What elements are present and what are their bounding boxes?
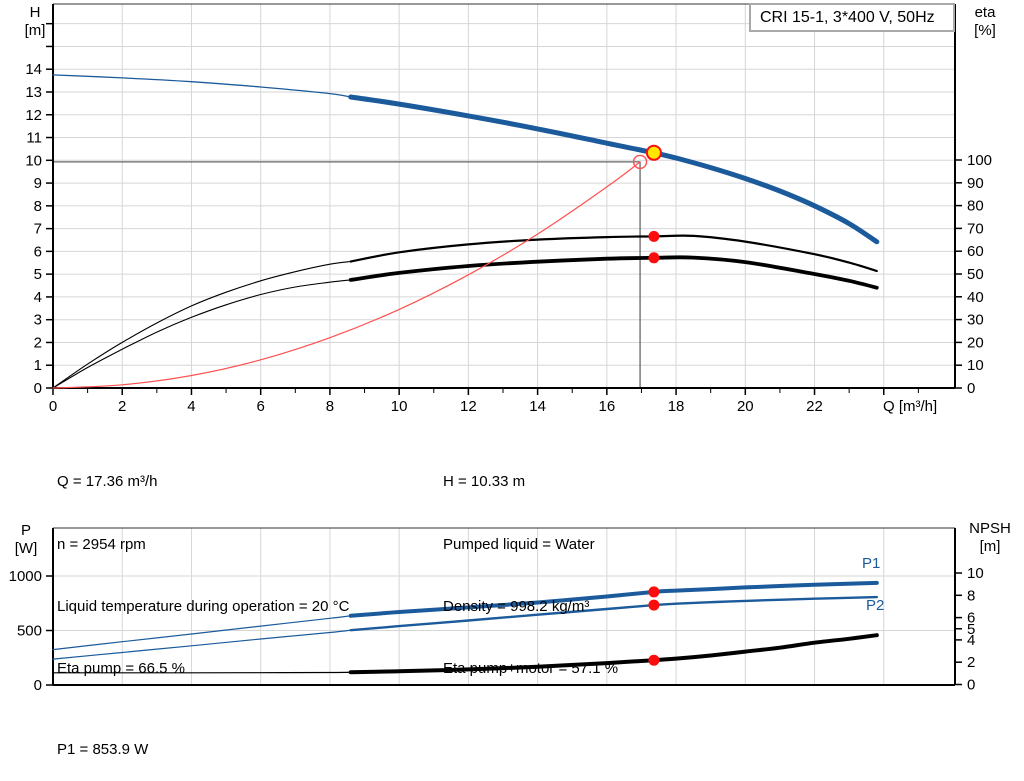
tick-label: 14 — [529, 398, 546, 415]
npsh-curve-thick — [348, 633, 879, 675]
tick-label: 90 — [967, 175, 984, 192]
tick-label: 22 — [806, 398, 823, 415]
tick-label: 70 — [967, 220, 984, 237]
p2-point-dot — [648, 599, 660, 611]
tick-label: 50 — [967, 266, 984, 283]
tick-label: 500 — [17, 623, 42, 640]
info-q: Q = 17.36 m³/h — [57, 473, 158, 491]
tick-label: 1000 — [9, 568, 42, 585]
pump-title-text: CRI 15-1, 3*400 V, 50Hz — [760, 9, 935, 26]
tick-label: 100 — [967, 152, 992, 169]
tick-label: 13 — [25, 84, 42, 101]
tick-label: 6 — [34, 243, 42, 260]
tick-label: 60 — [967, 243, 984, 260]
p1-curve-thin — [52, 615, 352, 651]
tick-label: 2 — [967, 654, 975, 671]
tick-label: 5 — [967, 621, 975, 638]
tick-label: 7 — [34, 221, 42, 238]
info-n: n = 2954 rpm — [57, 535, 146, 553]
info-density: Density = 998.2 kg/m³ — [443, 597, 590, 615]
tick-label: 0 — [967, 380, 975, 397]
tick-label: 10 — [391, 398, 408, 415]
tick-label: 6 — [967, 610, 975, 627]
tick-label: 9 — [34, 175, 42, 192]
head-curve-thin — [52, 74, 352, 98]
tick-label: 18 — [668, 398, 685, 415]
p2-curve-label: P2 — [866, 597, 885, 614]
eta-pump-curve-thick — [349, 234, 878, 273]
npsh-axis-label: NPSH [m] — [969, 520, 1011, 555]
tick-label: 1 — [34, 357, 42, 374]
operating-info-left: Q = 17.36 m³/h n = 2954 rpm Liquid tempe… — [57, 431, 349, 721]
tick-label: 11 — [26, 130, 42, 147]
eta-pump-motor-curve-thin — [52, 279, 352, 389]
p2-curve-thin — [52, 629, 352, 660]
tick-label: 2 — [118, 398, 126, 415]
duty-point-marker — [645, 144, 662, 161]
tick-label: 4 — [34, 289, 42, 306]
tick-label: 0 — [34, 380, 42, 397]
tick-label: 30 — [967, 312, 984, 329]
info-pumped-liquid: Pumped liquid = Water — [443, 535, 595, 553]
operating-info-right: H = 10.33 m Pumped liquid = Water Densit… — [443, 431, 618, 721]
info-eta-pump-motor: Eta pump+motor = 57.1 % — [443, 659, 619, 677]
tick-label: 14 — [25, 61, 42, 78]
head-curve-thick — [348, 94, 880, 245]
tick-label: 12 — [460, 398, 477, 415]
info-h: H = 10.33 m — [443, 473, 526, 491]
tick-label: 20 — [967, 334, 984, 351]
tick-label: 10 — [25, 152, 42, 169]
tick-label: 5 — [34, 266, 42, 283]
p1-curve-label: P1 — [862, 555, 881, 572]
tick-label: 0 — [967, 677, 975, 694]
tick-label: 3 — [34, 312, 42, 329]
tick-label: 2 — [34, 334, 42, 351]
tick-label: 80 — [967, 198, 984, 215]
eta-pump-point-dot — [648, 230, 660, 242]
tick-label: 0 — [49, 398, 57, 415]
npsh-point-dot — [648, 654, 660, 666]
tick-label: 10 — [967, 357, 984, 374]
p-axis-label: P [W] — [14, 522, 38, 557]
eta-pump-curve-thin — [52, 260, 352, 389]
info-liquid-temp: Liquid temperature during operation = 20… — [57, 597, 350, 615]
tick-label: 0 — [34, 677, 42, 694]
tick-label: 16 — [598, 398, 615, 415]
npsh-curve-thin — [52, 671, 352, 674]
info-eta-pump: Eta pump = 66.5 % — [57, 659, 185, 677]
p1-point-dot — [648, 586, 660, 598]
target-point-ring — [632, 154, 648, 170]
tick-label: 8 — [326, 398, 334, 415]
power-info: P1 = 853.9 W P2 = 733.3 W NPSH = 2.18 m — [57, 699, 162, 781]
h-axis-label: H [m] — [24, 4, 46, 39]
pump-title-box: CRI 15-1, 3*400 V, 50Hz — [749, 3, 955, 32]
eta-axis-label: eta [%] — [974, 4, 996, 39]
tick-label: 8 — [967, 587, 975, 604]
tick-label: 4 — [967, 632, 975, 649]
eta-motor-point-dot — [648, 252, 660, 264]
tick-label: 10 — [967, 565, 984, 582]
tick-label: 20 — [737, 398, 754, 415]
tick-label: 6 — [257, 398, 265, 415]
system-curve — [52, 161, 641, 389]
q-axis-label: Q [m³/h] — [883, 398, 938, 415]
eta-pump-motor-curve-thick — [348, 255, 879, 290]
tick-label: 12 — [25, 107, 42, 124]
tick-label: 8 — [34, 198, 42, 215]
tick-label: 40 — [967, 289, 984, 306]
info-p1: P1 = 853.9 W — [57, 741, 149, 759]
tick-label: 4 — [187, 398, 195, 415]
